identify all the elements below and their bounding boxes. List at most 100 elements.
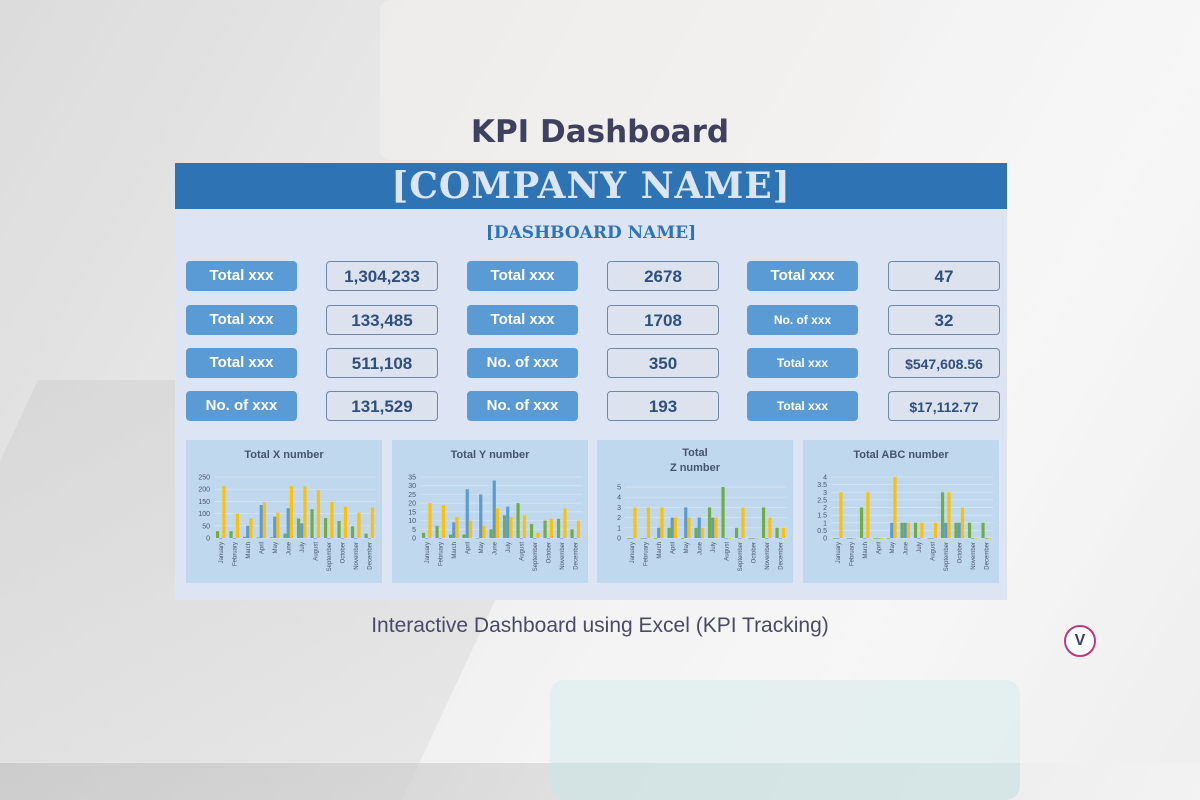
bar-series2-december [367, 538, 371, 539]
bar-series1-may [680, 538, 685, 539]
x-tick-label: January [836, 542, 842, 563]
page-title: KPI Dashboard [470, 114, 730, 150]
x-tick-label: July [711, 542, 717, 553]
bar-series3-november [357, 512, 361, 538]
bar-series1-march [242, 536, 247, 538]
bar-series1-april [667, 527, 671, 538]
x-tick-label: July [300, 542, 306, 553]
bar-series1-october [543, 520, 547, 538]
bar-series1-september [529, 524, 534, 538]
x-tick-label: November [354, 542, 360, 570]
kpi-value: 511,108 [326, 348, 438, 378]
x-tick-label: October [751, 542, 757, 563]
bar-series1-may [886, 538, 891, 539]
bar-series1-august [310, 509, 314, 538]
bar-series2-august [930, 538, 934, 539]
x-tick-label: March [863, 542, 869, 559]
x-tick-label: July [917, 542, 923, 553]
kpi-label: No. of xxx [467, 391, 578, 421]
x-tick-label: October [546, 542, 552, 563]
bar-series1-august [516, 503, 520, 538]
kpi-label: Total xxx [747, 348, 858, 378]
y-tick-label: 20 [408, 501, 416, 508]
bar-series1-september [940, 492, 945, 538]
bar-series3-august [727, 538, 732, 539]
y-tick-label: 100 [198, 511, 210, 518]
kpi-label: Total xxx [747, 391, 858, 421]
y-tick-label: 250 [198, 475, 210, 482]
bar-series2-june [492, 480, 496, 538]
kpi-value: 350 [607, 348, 719, 378]
kpi-label: No. of xxx [747, 305, 858, 335]
kpi-value: 32 [888, 305, 1000, 335]
x-tick-label: March [657, 542, 663, 559]
bar-series3-march [455, 517, 459, 538]
bar-series3-november [768, 517, 772, 538]
bar-series3-january [839, 492, 843, 538]
kpi-label: No. of xxx [467, 348, 578, 378]
bar-series2-march [452, 522, 456, 538]
bar-series3-august [522, 515, 527, 538]
x-tick-label: April [876, 542, 882, 554]
bar-series1-december [981, 522, 985, 538]
bar-series1-june [489, 529, 493, 538]
kpi-value: 2678 [607, 261, 719, 291]
bar-series1-april [462, 534, 466, 538]
bar-series1-june [283, 533, 287, 538]
bar-series3-july [920, 522, 924, 538]
y-tick-label: 3 [617, 505, 621, 512]
bar-series2-may [684, 507, 688, 538]
x-tick-label: December [778, 542, 784, 570]
bar-series1-june [694, 527, 698, 538]
x-tick-label: November [971, 542, 977, 570]
bar-series2-september [327, 538, 331, 539]
y-tick-label: 10 [408, 518, 416, 525]
y-tick-label: 150 [198, 499, 210, 506]
bar-series2-december [984, 538, 988, 539]
bar-series1-july [502, 515, 507, 538]
kpi-value: 193 [607, 391, 719, 421]
bar-series1-october [748, 538, 752, 539]
bar-series3-december [987, 538, 992, 539]
chart-title: Total X number [244, 449, 324, 461]
bar-series1-july [296, 518, 301, 538]
kpi-label: Total xxx [467, 261, 578, 291]
subtitle: Interactive Dashboard using Excel (KPI T… [371, 614, 829, 637]
bar-series2-july [300, 523, 304, 538]
bar-series3-january [222, 486, 226, 538]
x-tick-label: February [849, 542, 855, 566]
bar-series2-november [354, 538, 358, 539]
bar-series2-october [957, 522, 961, 538]
x-tick-label: January [630, 542, 636, 563]
chart-title: Total Y number [451, 449, 531, 461]
bar-series1-october [337, 520, 341, 538]
bar-series1-march [448, 534, 453, 538]
y-tick-label: 1.5 [817, 513, 827, 520]
bar-series2-october [340, 538, 344, 539]
bar-series3-february [441, 504, 446, 538]
bar-series2-september [944, 522, 948, 538]
x-tick-label: May [890, 542, 896, 553]
x-tick-label: December [367, 542, 373, 570]
x-tick-label: December [573, 542, 579, 570]
bar-series2-july [506, 506, 510, 538]
kpi-label: Total xxx [747, 261, 858, 291]
bar-series1-september [323, 517, 328, 538]
bar-series1-april [873, 538, 877, 539]
kpi-value: $17,112.77 [888, 391, 1000, 421]
bar-series3-march [660, 507, 664, 538]
x-tick-label: August [930, 542, 936, 561]
kpi-label: Total xxx [186, 305, 297, 335]
x-tick-label: June [492, 541, 498, 555]
bar-series1-may [475, 538, 480, 539]
bar-series2-june [903, 522, 907, 538]
y-tick-label: 5 [617, 485, 621, 492]
y-tick-label: 50 [202, 523, 210, 530]
bar-series1-january [832, 538, 837, 539]
bar-series1-february [846, 538, 850, 539]
y-tick-label: 2 [823, 505, 827, 512]
bar-series2-may [273, 516, 277, 538]
bar-series2-february [849, 538, 853, 539]
kpi-label: Total xxx [467, 305, 578, 335]
y-tick-label: 0 [617, 536, 621, 543]
